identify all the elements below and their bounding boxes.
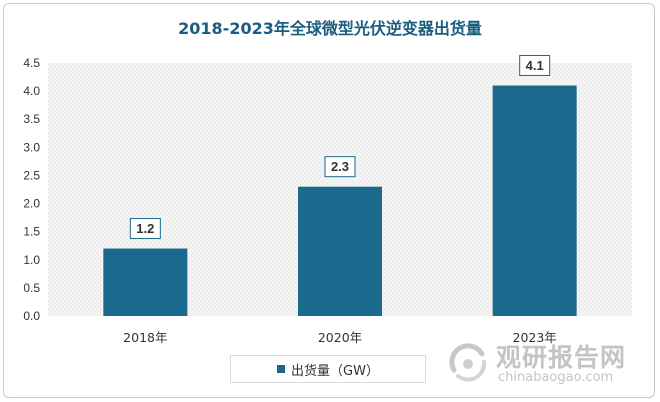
y-tick-label: 1.0: [23, 253, 40, 267]
data-label-box: [519, 54, 551, 76]
y-tick-label: 3.0: [23, 140, 40, 154]
y-tick-label: 0.0: [23, 309, 40, 323]
watermark-logo-icon: [449, 343, 487, 382]
y-axis: 0.0 0.5 1.0 1.5 2.0 2.5 3.0 3.5 4.0 4.5: [23, 56, 40, 323]
bars: 1.2 2.3 4.1: [103, 54, 577, 316]
watermark: 观研报告网 chinabaogao.com: [446, 336, 651, 392]
data-label-box: [129, 218, 161, 240]
y-tick-label: 2.0: [23, 197, 40, 211]
data-label-box: [324, 156, 356, 178]
y-tick-label: 1.5: [23, 225, 40, 239]
x-tick-label: 2018年: [123, 330, 167, 345]
legend-swatch: [277, 365, 286, 373]
data-label: 2.3: [331, 159, 349, 174]
watermark-en: chinabaogao.com: [498, 370, 614, 385]
bar: [492, 85, 577, 316]
bar: [103, 248, 188, 316]
legend: 出货量（GW）: [230, 355, 426, 383]
x-axis: 2018年 2020年 2023年: [123, 330, 557, 345]
y-tick-label: 4.0: [23, 84, 40, 98]
y-tick-label: 2.5: [23, 168, 40, 182]
y-tick-label: 4.5: [23, 56, 40, 70]
x-tick-label: 2023年: [513, 330, 557, 345]
data-label: 4.1: [526, 58, 544, 73]
x-tick-label: 2020年: [318, 330, 362, 345]
watermark-cn: 观研报告网: [496, 343, 627, 372]
y-tick-label: 3.5: [23, 112, 40, 126]
bar: [298, 186, 382, 316]
data-label: 1.2: [136, 221, 154, 236]
y-tick-label: 0.5: [23, 281, 40, 295]
legend-label: 出货量（GW）: [291, 363, 379, 379]
chart-title: 2018-2023年全球微型光伏逆变器出货量: [178, 19, 482, 38]
